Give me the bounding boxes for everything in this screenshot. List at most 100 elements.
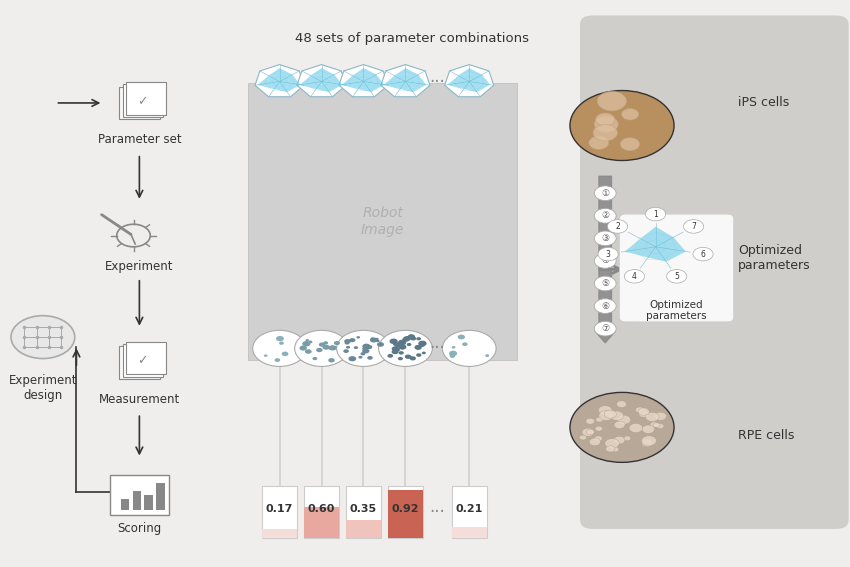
Circle shape xyxy=(362,347,366,350)
Circle shape xyxy=(636,407,644,413)
Polygon shape xyxy=(299,68,343,92)
Circle shape xyxy=(614,437,625,444)
Polygon shape xyxy=(342,68,384,92)
Text: 7: 7 xyxy=(691,222,696,231)
Circle shape xyxy=(606,446,615,452)
Circle shape xyxy=(281,352,288,356)
FancyBboxPatch shape xyxy=(346,486,381,538)
Text: ···: ··· xyxy=(429,503,445,521)
Circle shape xyxy=(594,436,603,441)
Circle shape xyxy=(594,276,616,291)
Text: Optimized
parameters: Optimized parameters xyxy=(646,300,707,321)
FancyBboxPatch shape xyxy=(126,341,167,374)
Text: ⑦: ⑦ xyxy=(601,324,609,333)
Circle shape xyxy=(638,408,649,416)
Circle shape xyxy=(621,108,638,120)
Polygon shape xyxy=(255,65,304,97)
Circle shape xyxy=(645,412,659,421)
Circle shape xyxy=(656,424,664,429)
Text: 3: 3 xyxy=(606,249,610,259)
Text: RPE cells: RPE cells xyxy=(738,429,794,442)
Circle shape xyxy=(594,209,616,223)
FancyBboxPatch shape xyxy=(388,486,423,538)
Circle shape xyxy=(598,91,626,111)
Text: 4: 4 xyxy=(632,272,637,281)
Circle shape xyxy=(408,334,415,339)
Circle shape xyxy=(305,339,309,341)
Text: 0.21: 0.21 xyxy=(456,504,483,514)
Circle shape xyxy=(378,331,433,366)
FancyBboxPatch shape xyxy=(119,87,160,119)
Circle shape xyxy=(334,341,340,345)
Polygon shape xyxy=(339,65,388,97)
Text: 6: 6 xyxy=(700,249,706,259)
Circle shape xyxy=(411,336,416,341)
FancyBboxPatch shape xyxy=(388,490,423,538)
FancyBboxPatch shape xyxy=(119,346,160,379)
FancyBboxPatch shape xyxy=(126,82,167,115)
Circle shape xyxy=(344,341,349,345)
Circle shape xyxy=(376,340,380,342)
Circle shape xyxy=(617,415,631,424)
Circle shape xyxy=(377,342,384,347)
Circle shape xyxy=(594,231,616,246)
Circle shape xyxy=(609,411,624,420)
Circle shape xyxy=(346,346,350,349)
Text: Parameter set: Parameter set xyxy=(98,133,181,146)
Circle shape xyxy=(416,337,421,340)
Text: Measurement: Measurement xyxy=(99,393,180,405)
Circle shape xyxy=(398,357,403,360)
Circle shape xyxy=(362,349,370,353)
Circle shape xyxy=(410,356,416,361)
Circle shape xyxy=(586,429,594,435)
Text: 0.92: 0.92 xyxy=(392,504,419,514)
Circle shape xyxy=(299,345,307,350)
Polygon shape xyxy=(621,223,690,268)
Text: ···: ··· xyxy=(429,340,445,357)
Circle shape xyxy=(389,338,398,344)
Circle shape xyxy=(594,299,616,314)
Circle shape xyxy=(594,116,618,132)
Circle shape xyxy=(653,423,660,428)
FancyBboxPatch shape xyxy=(451,486,487,538)
Circle shape xyxy=(415,345,420,349)
Circle shape xyxy=(586,418,595,424)
Circle shape xyxy=(313,357,317,360)
Circle shape xyxy=(614,421,625,429)
Circle shape xyxy=(399,351,404,354)
Circle shape xyxy=(570,392,674,462)
FancyBboxPatch shape xyxy=(451,527,487,538)
Circle shape xyxy=(395,348,400,352)
Circle shape xyxy=(645,208,666,221)
Circle shape xyxy=(356,336,360,338)
FancyBboxPatch shape xyxy=(304,486,339,538)
Circle shape xyxy=(642,436,656,446)
FancyBboxPatch shape xyxy=(262,486,298,538)
Circle shape xyxy=(252,331,306,366)
Circle shape xyxy=(596,113,615,126)
Text: ⑥: ⑥ xyxy=(601,302,609,311)
Circle shape xyxy=(360,352,366,356)
Circle shape xyxy=(305,349,312,354)
Text: Scoring: Scoring xyxy=(117,522,162,535)
Circle shape xyxy=(295,331,348,366)
FancyBboxPatch shape xyxy=(248,83,517,359)
Text: Robot
Image: Robot Image xyxy=(361,206,405,236)
Circle shape xyxy=(405,354,411,359)
Circle shape xyxy=(349,338,355,342)
Circle shape xyxy=(625,269,644,283)
Circle shape xyxy=(616,401,626,408)
Circle shape xyxy=(279,341,284,345)
Text: 5: 5 xyxy=(674,272,679,281)
Circle shape xyxy=(422,352,426,354)
Text: Experiment: Experiment xyxy=(105,260,173,273)
Circle shape xyxy=(485,354,490,357)
Circle shape xyxy=(642,425,654,433)
Text: 2: 2 xyxy=(615,222,620,231)
Circle shape xyxy=(316,348,323,352)
Circle shape xyxy=(375,338,379,340)
Circle shape xyxy=(605,439,620,448)
Text: 0.17: 0.17 xyxy=(266,504,293,514)
Circle shape xyxy=(629,424,643,433)
Circle shape xyxy=(594,186,616,201)
